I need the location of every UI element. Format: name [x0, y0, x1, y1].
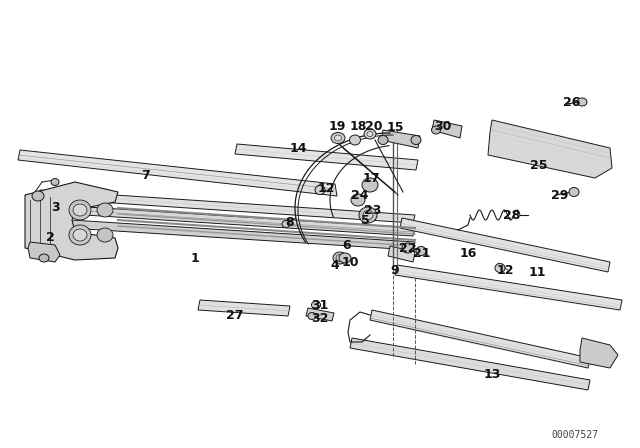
- Ellipse shape: [569, 188, 579, 197]
- Text: 7: 7: [141, 168, 149, 181]
- Text: 1: 1: [191, 251, 200, 264]
- Text: 28: 28: [503, 208, 521, 221]
- Text: 19: 19: [328, 120, 346, 133]
- Ellipse shape: [351, 194, 365, 206]
- Text: 10: 10: [341, 255, 359, 268]
- Text: 5: 5: [360, 214, 369, 227]
- Ellipse shape: [339, 253, 351, 263]
- Text: 26: 26: [563, 95, 580, 108]
- Text: 21: 21: [413, 246, 431, 259]
- Ellipse shape: [577, 98, 587, 106]
- Ellipse shape: [364, 129, 376, 139]
- Polygon shape: [388, 246, 415, 262]
- Polygon shape: [400, 218, 610, 272]
- Polygon shape: [580, 338, 618, 368]
- Ellipse shape: [312, 301, 321, 309]
- Ellipse shape: [495, 263, 505, 272]
- Polygon shape: [395, 265, 622, 310]
- Text: 14: 14: [289, 142, 307, 155]
- Text: 12: 12: [317, 181, 335, 194]
- Text: 12: 12: [496, 263, 514, 276]
- Ellipse shape: [333, 252, 347, 264]
- Text: 17: 17: [362, 172, 380, 185]
- Ellipse shape: [51, 178, 59, 185]
- Ellipse shape: [315, 185, 325, 194]
- Ellipse shape: [359, 207, 377, 223]
- Ellipse shape: [69, 225, 91, 245]
- Polygon shape: [306, 308, 334, 321]
- Ellipse shape: [431, 126, 440, 134]
- Text: 20: 20: [365, 120, 383, 133]
- Polygon shape: [38, 218, 415, 250]
- Ellipse shape: [349, 135, 360, 145]
- Text: 29: 29: [551, 189, 569, 202]
- Polygon shape: [25, 182, 118, 260]
- Ellipse shape: [39, 254, 49, 262]
- Polygon shape: [370, 310, 590, 368]
- Ellipse shape: [416, 246, 426, 255]
- Text: 32: 32: [311, 311, 329, 324]
- Text: 2: 2: [45, 231, 54, 244]
- Text: 13: 13: [483, 367, 500, 380]
- Polygon shape: [38, 190, 415, 223]
- Ellipse shape: [411, 135, 421, 145]
- Text: 24: 24: [351, 189, 369, 202]
- Text: 22: 22: [399, 241, 417, 254]
- Ellipse shape: [69, 200, 91, 220]
- Text: 27: 27: [227, 309, 244, 322]
- Ellipse shape: [402, 243, 414, 253]
- Text: 15: 15: [387, 121, 404, 134]
- Ellipse shape: [73, 229, 87, 241]
- Ellipse shape: [362, 178, 378, 192]
- Ellipse shape: [32, 191, 44, 201]
- Polygon shape: [198, 300, 290, 316]
- Ellipse shape: [367, 132, 373, 137]
- Text: 30: 30: [435, 120, 452, 133]
- Polygon shape: [28, 242, 60, 262]
- Polygon shape: [432, 120, 462, 138]
- Ellipse shape: [378, 135, 388, 145]
- Ellipse shape: [335, 135, 342, 141]
- Ellipse shape: [308, 313, 316, 319]
- Ellipse shape: [97, 228, 113, 242]
- Text: 3: 3: [51, 201, 60, 214]
- Ellipse shape: [331, 133, 345, 143]
- Text: 23: 23: [364, 203, 381, 216]
- Text: 31: 31: [311, 298, 329, 311]
- Text: 00007527: 00007527: [552, 430, 598, 440]
- Polygon shape: [381, 130, 420, 148]
- Polygon shape: [38, 204, 415, 236]
- Text: 18: 18: [349, 120, 367, 133]
- Ellipse shape: [97, 203, 113, 217]
- Polygon shape: [350, 338, 590, 390]
- Text: 16: 16: [460, 246, 477, 259]
- Text: 8: 8: [285, 215, 294, 228]
- Text: 4: 4: [331, 258, 339, 271]
- Polygon shape: [235, 144, 418, 170]
- Text: 11: 11: [528, 266, 546, 279]
- Text: 6: 6: [342, 238, 351, 251]
- Polygon shape: [488, 120, 612, 178]
- Ellipse shape: [336, 254, 344, 262]
- Ellipse shape: [282, 220, 290, 228]
- Polygon shape: [18, 150, 337, 196]
- Text: 9: 9: [390, 263, 399, 276]
- Ellipse shape: [73, 204, 87, 216]
- Ellipse shape: [363, 211, 373, 220]
- Text: 25: 25: [531, 159, 548, 172]
